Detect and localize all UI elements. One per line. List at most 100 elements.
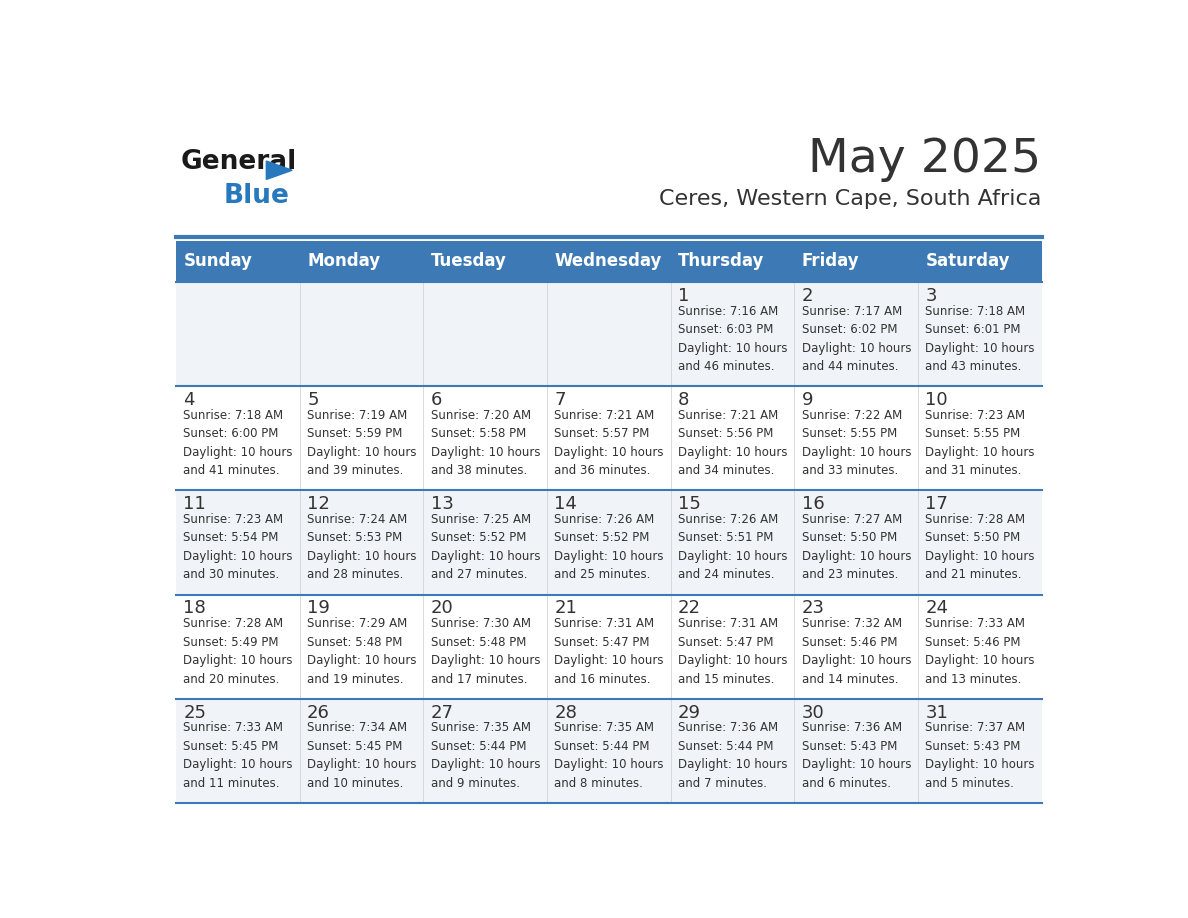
Text: Monday: Monday <box>308 252 380 271</box>
Text: Sunrise: 7:23 AM
Sunset: 5:54 PM
Daylight: 10 hours
and 30 minutes.: Sunrise: 7:23 AM Sunset: 5:54 PM Dayligh… <box>183 513 293 581</box>
Text: Tuesday: Tuesday <box>431 252 506 271</box>
Text: Thursday: Thursday <box>678 252 764 271</box>
Text: 5: 5 <box>308 391 318 409</box>
Text: 3: 3 <box>925 286 937 305</box>
Text: Sunrise: 7:27 AM
Sunset: 5:50 PM
Daylight: 10 hours
and 23 minutes.: Sunrise: 7:27 AM Sunset: 5:50 PM Dayligh… <box>802 513 911 581</box>
Text: 19: 19 <box>308 599 330 618</box>
Bar <box>423 241 546 282</box>
Text: Sunrise: 7:34 AM
Sunset: 5:45 PM
Daylight: 10 hours
and 10 minutes.: Sunrise: 7:34 AM Sunset: 5:45 PM Dayligh… <box>308 722 417 789</box>
Bar <box>299 595 423 699</box>
Bar <box>671 282 795 386</box>
Text: Sunrise: 7:21 AM
Sunset: 5:56 PM
Daylight: 10 hours
and 34 minutes.: Sunrise: 7:21 AM Sunset: 5:56 PM Dayligh… <box>678 409 788 477</box>
Text: 8: 8 <box>678 391 689 409</box>
Text: 7: 7 <box>555 391 565 409</box>
Bar <box>423 699 546 803</box>
Text: 22: 22 <box>678 599 701 618</box>
Text: 17: 17 <box>925 495 948 513</box>
Bar <box>671 386 795 490</box>
Text: Sunrise: 7:22 AM
Sunset: 5:55 PM
Daylight: 10 hours
and 33 minutes.: Sunrise: 7:22 AM Sunset: 5:55 PM Dayligh… <box>802 409 911 477</box>
Bar <box>423 386 546 490</box>
Text: Sunrise: 7:33 AM
Sunset: 5:46 PM
Daylight: 10 hours
and 13 minutes.: Sunrise: 7:33 AM Sunset: 5:46 PM Dayligh… <box>925 617 1035 686</box>
Bar <box>546 595 671 699</box>
Text: Sunrise: 7:20 AM
Sunset: 5:58 PM
Daylight: 10 hours
and 38 minutes.: Sunrise: 7:20 AM Sunset: 5:58 PM Dayligh… <box>431 409 541 477</box>
Text: Sunrise: 7:28 AM
Sunset: 5:50 PM
Daylight: 10 hours
and 21 minutes.: Sunrise: 7:28 AM Sunset: 5:50 PM Dayligh… <box>925 513 1035 581</box>
Bar <box>299 282 423 386</box>
Text: Sunrise: 7:26 AM
Sunset: 5:52 PM
Daylight: 10 hours
and 25 minutes.: Sunrise: 7:26 AM Sunset: 5:52 PM Dayligh… <box>555 513 664 581</box>
Text: Sunrise: 7:21 AM
Sunset: 5:57 PM
Daylight: 10 hours
and 36 minutes.: Sunrise: 7:21 AM Sunset: 5:57 PM Dayligh… <box>555 409 664 477</box>
Text: Sunrise: 7:30 AM
Sunset: 5:48 PM
Daylight: 10 hours
and 17 minutes.: Sunrise: 7:30 AM Sunset: 5:48 PM Dayligh… <box>431 617 541 686</box>
Bar <box>546 699 671 803</box>
Bar <box>671 699 795 803</box>
Text: Wednesday: Wednesday <box>555 252 662 271</box>
Text: Sunrise: 7:25 AM
Sunset: 5:52 PM
Daylight: 10 hours
and 27 minutes.: Sunrise: 7:25 AM Sunset: 5:52 PM Dayligh… <box>431 513 541 581</box>
Text: 14: 14 <box>555 495 577 513</box>
Polygon shape <box>266 161 292 179</box>
Text: 23: 23 <box>802 599 824 618</box>
Text: Saturday: Saturday <box>925 252 1010 271</box>
Bar <box>918 282 1042 386</box>
Text: 6: 6 <box>431 391 442 409</box>
Text: Sunrise: 7:36 AM
Sunset: 5:44 PM
Daylight: 10 hours
and 7 minutes.: Sunrise: 7:36 AM Sunset: 5:44 PM Dayligh… <box>678 722 788 789</box>
Text: Blue: Blue <box>225 183 290 209</box>
Text: 20: 20 <box>431 599 454 618</box>
Text: Sunrise: 7:32 AM
Sunset: 5:46 PM
Daylight: 10 hours
and 14 minutes.: Sunrise: 7:32 AM Sunset: 5:46 PM Dayligh… <box>802 617 911 686</box>
Text: 21: 21 <box>555 599 577 618</box>
Text: 25: 25 <box>183 703 207 722</box>
Bar <box>176 282 299 386</box>
Bar <box>795 386 918 490</box>
Bar <box>795 282 918 386</box>
Bar <box>423 490 546 595</box>
Text: 24: 24 <box>925 599 948 618</box>
Text: Sunrise: 7:36 AM
Sunset: 5:43 PM
Daylight: 10 hours
and 6 minutes.: Sunrise: 7:36 AM Sunset: 5:43 PM Dayligh… <box>802 722 911 789</box>
Bar <box>546 386 671 490</box>
Text: 30: 30 <box>802 703 824 722</box>
Text: 16: 16 <box>802 495 824 513</box>
Text: Sunday: Sunday <box>183 252 252 271</box>
Text: Sunrise: 7:35 AM
Sunset: 5:44 PM
Daylight: 10 hours
and 8 minutes.: Sunrise: 7:35 AM Sunset: 5:44 PM Dayligh… <box>555 722 664 789</box>
Bar <box>918 386 1042 490</box>
Bar <box>546 282 671 386</box>
Text: 9: 9 <box>802 391 813 409</box>
Text: 31: 31 <box>925 703 948 722</box>
Text: General: General <box>181 149 297 175</box>
Text: Sunrise: 7:26 AM
Sunset: 5:51 PM
Daylight: 10 hours
and 24 minutes.: Sunrise: 7:26 AM Sunset: 5:51 PM Dayligh… <box>678 513 788 581</box>
Text: 11: 11 <box>183 495 207 513</box>
Bar <box>671 241 795 282</box>
Bar <box>299 699 423 803</box>
Text: 26: 26 <box>308 703 330 722</box>
Text: 15: 15 <box>678 495 701 513</box>
Bar <box>918 490 1042 595</box>
Text: Friday: Friday <box>802 252 859 271</box>
Bar <box>423 282 546 386</box>
Text: 12: 12 <box>308 495 330 513</box>
Bar <box>299 241 423 282</box>
Text: 13: 13 <box>431 495 454 513</box>
Text: Sunrise: 7:35 AM
Sunset: 5:44 PM
Daylight: 10 hours
and 9 minutes.: Sunrise: 7:35 AM Sunset: 5:44 PM Dayligh… <box>431 722 541 789</box>
Bar <box>795 595 918 699</box>
Bar <box>795 699 918 803</box>
Text: Sunrise: 7:23 AM
Sunset: 5:55 PM
Daylight: 10 hours
and 31 minutes.: Sunrise: 7:23 AM Sunset: 5:55 PM Dayligh… <box>925 409 1035 477</box>
Bar <box>176 241 299 282</box>
Text: Sunrise: 7:17 AM
Sunset: 6:02 PM
Daylight: 10 hours
and 44 minutes.: Sunrise: 7:17 AM Sunset: 6:02 PM Dayligh… <box>802 305 911 373</box>
Text: 27: 27 <box>431 703 454 722</box>
Text: Sunrise: 7:19 AM
Sunset: 5:59 PM
Daylight: 10 hours
and 39 minutes.: Sunrise: 7:19 AM Sunset: 5:59 PM Dayligh… <box>308 409 417 477</box>
Text: 28: 28 <box>555 703 577 722</box>
Bar <box>918 699 1042 803</box>
Text: Ceres, Western Cape, South Africa: Ceres, Western Cape, South Africa <box>659 189 1042 209</box>
Bar <box>299 386 423 490</box>
Text: 4: 4 <box>183 391 195 409</box>
Bar <box>546 490 671 595</box>
Text: Sunrise: 7:28 AM
Sunset: 5:49 PM
Daylight: 10 hours
and 20 minutes.: Sunrise: 7:28 AM Sunset: 5:49 PM Dayligh… <box>183 617 293 686</box>
Bar <box>546 241 671 282</box>
Text: Sunrise: 7:18 AM
Sunset: 6:01 PM
Daylight: 10 hours
and 43 minutes.: Sunrise: 7:18 AM Sunset: 6:01 PM Dayligh… <box>925 305 1035 373</box>
Bar <box>176 490 299 595</box>
Text: Sunrise: 7:31 AM
Sunset: 5:47 PM
Daylight: 10 hours
and 16 minutes.: Sunrise: 7:31 AM Sunset: 5:47 PM Dayligh… <box>555 617 664 686</box>
Bar <box>918 241 1042 282</box>
Text: Sunrise: 7:33 AM
Sunset: 5:45 PM
Daylight: 10 hours
and 11 minutes.: Sunrise: 7:33 AM Sunset: 5:45 PM Dayligh… <box>183 722 293 789</box>
Text: Sunrise: 7:16 AM
Sunset: 6:03 PM
Daylight: 10 hours
and 46 minutes.: Sunrise: 7:16 AM Sunset: 6:03 PM Dayligh… <box>678 305 788 373</box>
Text: Sunrise: 7:37 AM
Sunset: 5:43 PM
Daylight: 10 hours
and 5 minutes.: Sunrise: 7:37 AM Sunset: 5:43 PM Dayligh… <box>925 722 1035 789</box>
Text: 1: 1 <box>678 286 689 305</box>
Text: May 2025: May 2025 <box>809 137 1042 182</box>
Text: Sunrise: 7:18 AM
Sunset: 6:00 PM
Daylight: 10 hours
and 41 minutes.: Sunrise: 7:18 AM Sunset: 6:00 PM Dayligh… <box>183 409 293 477</box>
Bar <box>795 490 918 595</box>
